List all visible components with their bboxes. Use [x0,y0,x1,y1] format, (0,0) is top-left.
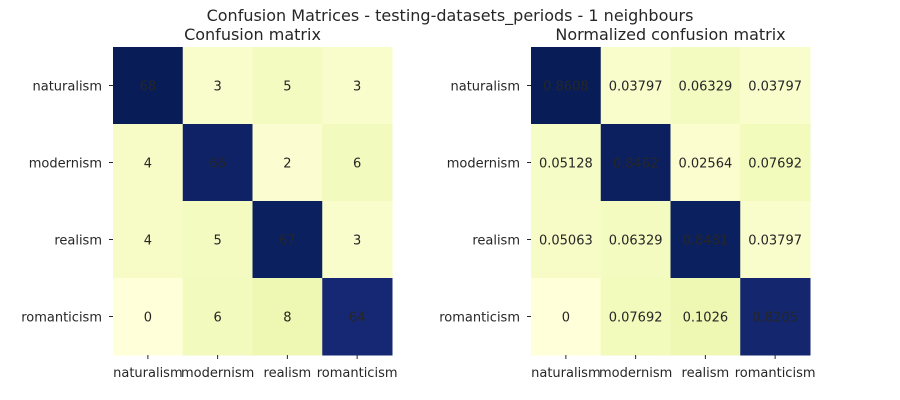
heatmap-cell [600,201,671,279]
heatmap-cell [113,201,184,279]
cell-value-label: 0.05063 [539,234,593,249]
x-tick-label: romanticism [317,366,398,381]
y-tick-label: naturalism [32,80,102,95]
heatmap-cell [252,47,323,125]
cell-value-label: 64 [349,311,366,326]
x-tick-label: naturalism [113,366,183,381]
y-tick-label: romanticism [21,311,102,326]
heatmap-cell [740,278,811,356]
heatmap-cell [740,47,811,125]
heatmap-cell [182,278,253,356]
cell-value-label: 6 [213,311,221,326]
x-tick-label: modernism [181,366,254,381]
heatmap-cell [182,47,253,125]
heatmap-cell [252,201,323,279]
cell-value-label: 0 [144,311,152,326]
heatmap-cell [670,278,741,356]
heatmap-cell [322,124,393,202]
cell-value-label: 0.06329 [678,80,732,95]
heatmap-cell [670,201,741,279]
heatmap-cell [740,124,811,202]
figure-suptitle: Confusion Matrices - testing-datasets_pe… [207,6,694,26]
cell-value-label: 4 [144,157,152,172]
cell-value-label: 8 [283,311,291,326]
x-tick-label: modernism [599,366,672,381]
cell-value-label: 4 [144,234,152,249]
heatmap-panel-2: Normalized confusion matrix 0.8608 0.03797… [439,25,815,381]
cell-value-label: 0 [562,311,570,326]
cell-value-label: 3 [353,234,361,249]
cell-value-label: 6 [353,157,361,172]
heatmap-cell [670,47,741,125]
heatmap-cell [113,47,184,125]
cell-value-label: 5 [213,234,221,249]
y-tick-label: modernism [29,157,102,172]
cell-value-label: 5 [283,80,291,95]
panel-title: Confusion matrix [184,25,321,44]
heatmap-cell [182,201,253,279]
cell-value-label: 0.03797 [748,234,802,249]
y-tick-label: modernism [447,157,520,172]
x-tick-label: naturalism [531,366,601,381]
heatmap-cell [531,278,602,356]
heatmap-cell [600,124,671,202]
cell-value-label: 3 [353,80,361,95]
cell-value-label: 66 [209,157,226,172]
heatmap-cell [600,278,671,356]
heatmap-cell [531,124,602,202]
heatmap-cell [322,278,393,356]
y-tick-label: realism [472,234,520,249]
cell-value-label: 0.07692 [748,157,802,172]
heatmap-cell [670,124,741,202]
heatmap-cell [113,124,184,202]
x-tick-label: romanticism [735,366,816,381]
cell-value-label: 0.8608 [543,80,589,95]
x-tick-label: realism [264,366,312,381]
cell-value-label: 0.8205 [752,311,798,326]
cell-value-label: 68 [140,80,157,95]
heatmap-cell [113,278,184,356]
cell-value-label: 0.07692 [609,311,663,326]
x-tick-label: realism [682,366,730,381]
cell-value-label: 0.02564 [678,157,732,172]
cell-value-label: 0.8462 [613,157,659,172]
heatmap-cell [182,124,253,202]
y-tick-label: romanticism [439,311,520,326]
heatmap-cell [322,201,393,279]
cell-value-label: 0.03797 [609,80,663,95]
heatmap-cell [600,47,671,125]
heatmap-cell [322,47,393,125]
cell-value-label: 0.1026 [683,311,729,326]
heatmap-cell [252,124,323,202]
y-tick-label: naturalism [450,80,520,95]
y-tick-label: realism [54,234,102,249]
cell-value-label: 3 [213,80,221,95]
heatmap-cell [252,278,323,356]
cell-value-label: 0.8481 [683,234,729,249]
cell-value-label: 2 [283,157,291,172]
heatmap-cell [531,47,602,125]
cell-value-label: 0.03797 [748,80,802,95]
panel-title: Normalized confusion matrix [555,25,785,44]
heatmap-cell [531,201,602,279]
cell-value-label: 0.06329 [609,234,663,249]
heatmap-cell [740,201,811,279]
cell-value-label: 67 [279,234,296,249]
cell-value-label: 0.05128 [539,157,593,172]
